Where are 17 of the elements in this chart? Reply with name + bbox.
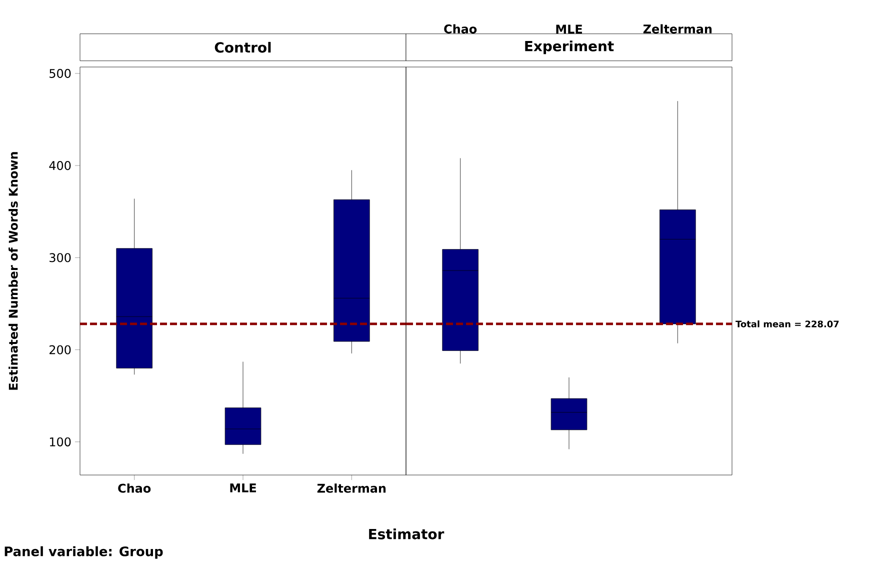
x-tick-label: Zelterman <box>317 484 386 493</box>
y-tick-label: 200 <box>50 345 71 354</box>
x-tick-label: Zelterman <box>643 24 712 34</box>
x-tick-label: Chao <box>444 24 477 34</box>
x-tick-label: MLE <box>556 24 582 34</box>
ref-line-label: Total mean = 228.07 <box>736 320 839 328</box>
y-axis-title: Estimated Number of Words Known <box>8 152 18 390</box>
chart-title: Control <box>214 42 271 53</box>
y-tick-label: 300 <box>50 253 71 262</box>
y-tick-label: 100 <box>50 437 71 446</box>
x-tick-label: MLE <box>230 484 256 492</box>
text: Panel variable: Group <box>4 546 163 559</box>
y-tick-label: 500 <box>50 68 71 78</box>
y-tick-label: 400 <box>49 161 71 170</box>
x-axis-title: Estimator <box>369 528 444 540</box>
x-tick-label: Chao <box>118 484 151 493</box>
chart-title: Experiment <box>525 40 614 54</box>
